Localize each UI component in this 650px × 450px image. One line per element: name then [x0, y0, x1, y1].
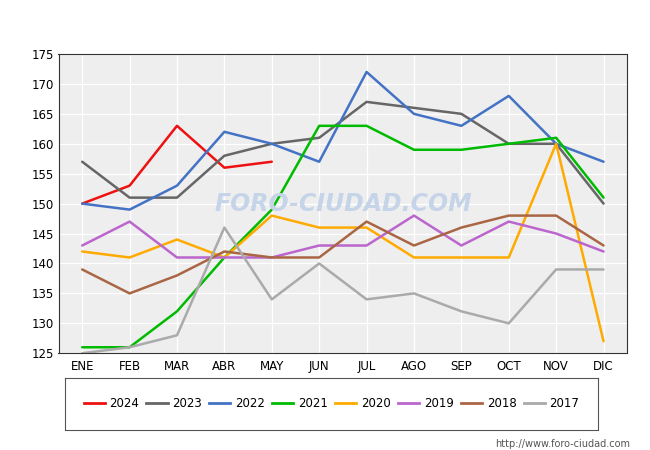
Text: Afiliados en Villanueva de las Manzanas a 31/5/2024: Afiliados en Villanueva de las Manzanas …: [88, 16, 562, 31]
Text: http://www.foro-ciudad.com: http://www.foro-ciudad.com: [495, 439, 630, 449]
Text: FORO-CIUDAD.COM: FORO-CIUDAD.COM: [214, 192, 472, 216]
Legend: 2024, 2023, 2022, 2021, 2020, 2019, 2018, 2017: 2024, 2023, 2022, 2021, 2020, 2019, 2018…: [79, 393, 584, 415]
